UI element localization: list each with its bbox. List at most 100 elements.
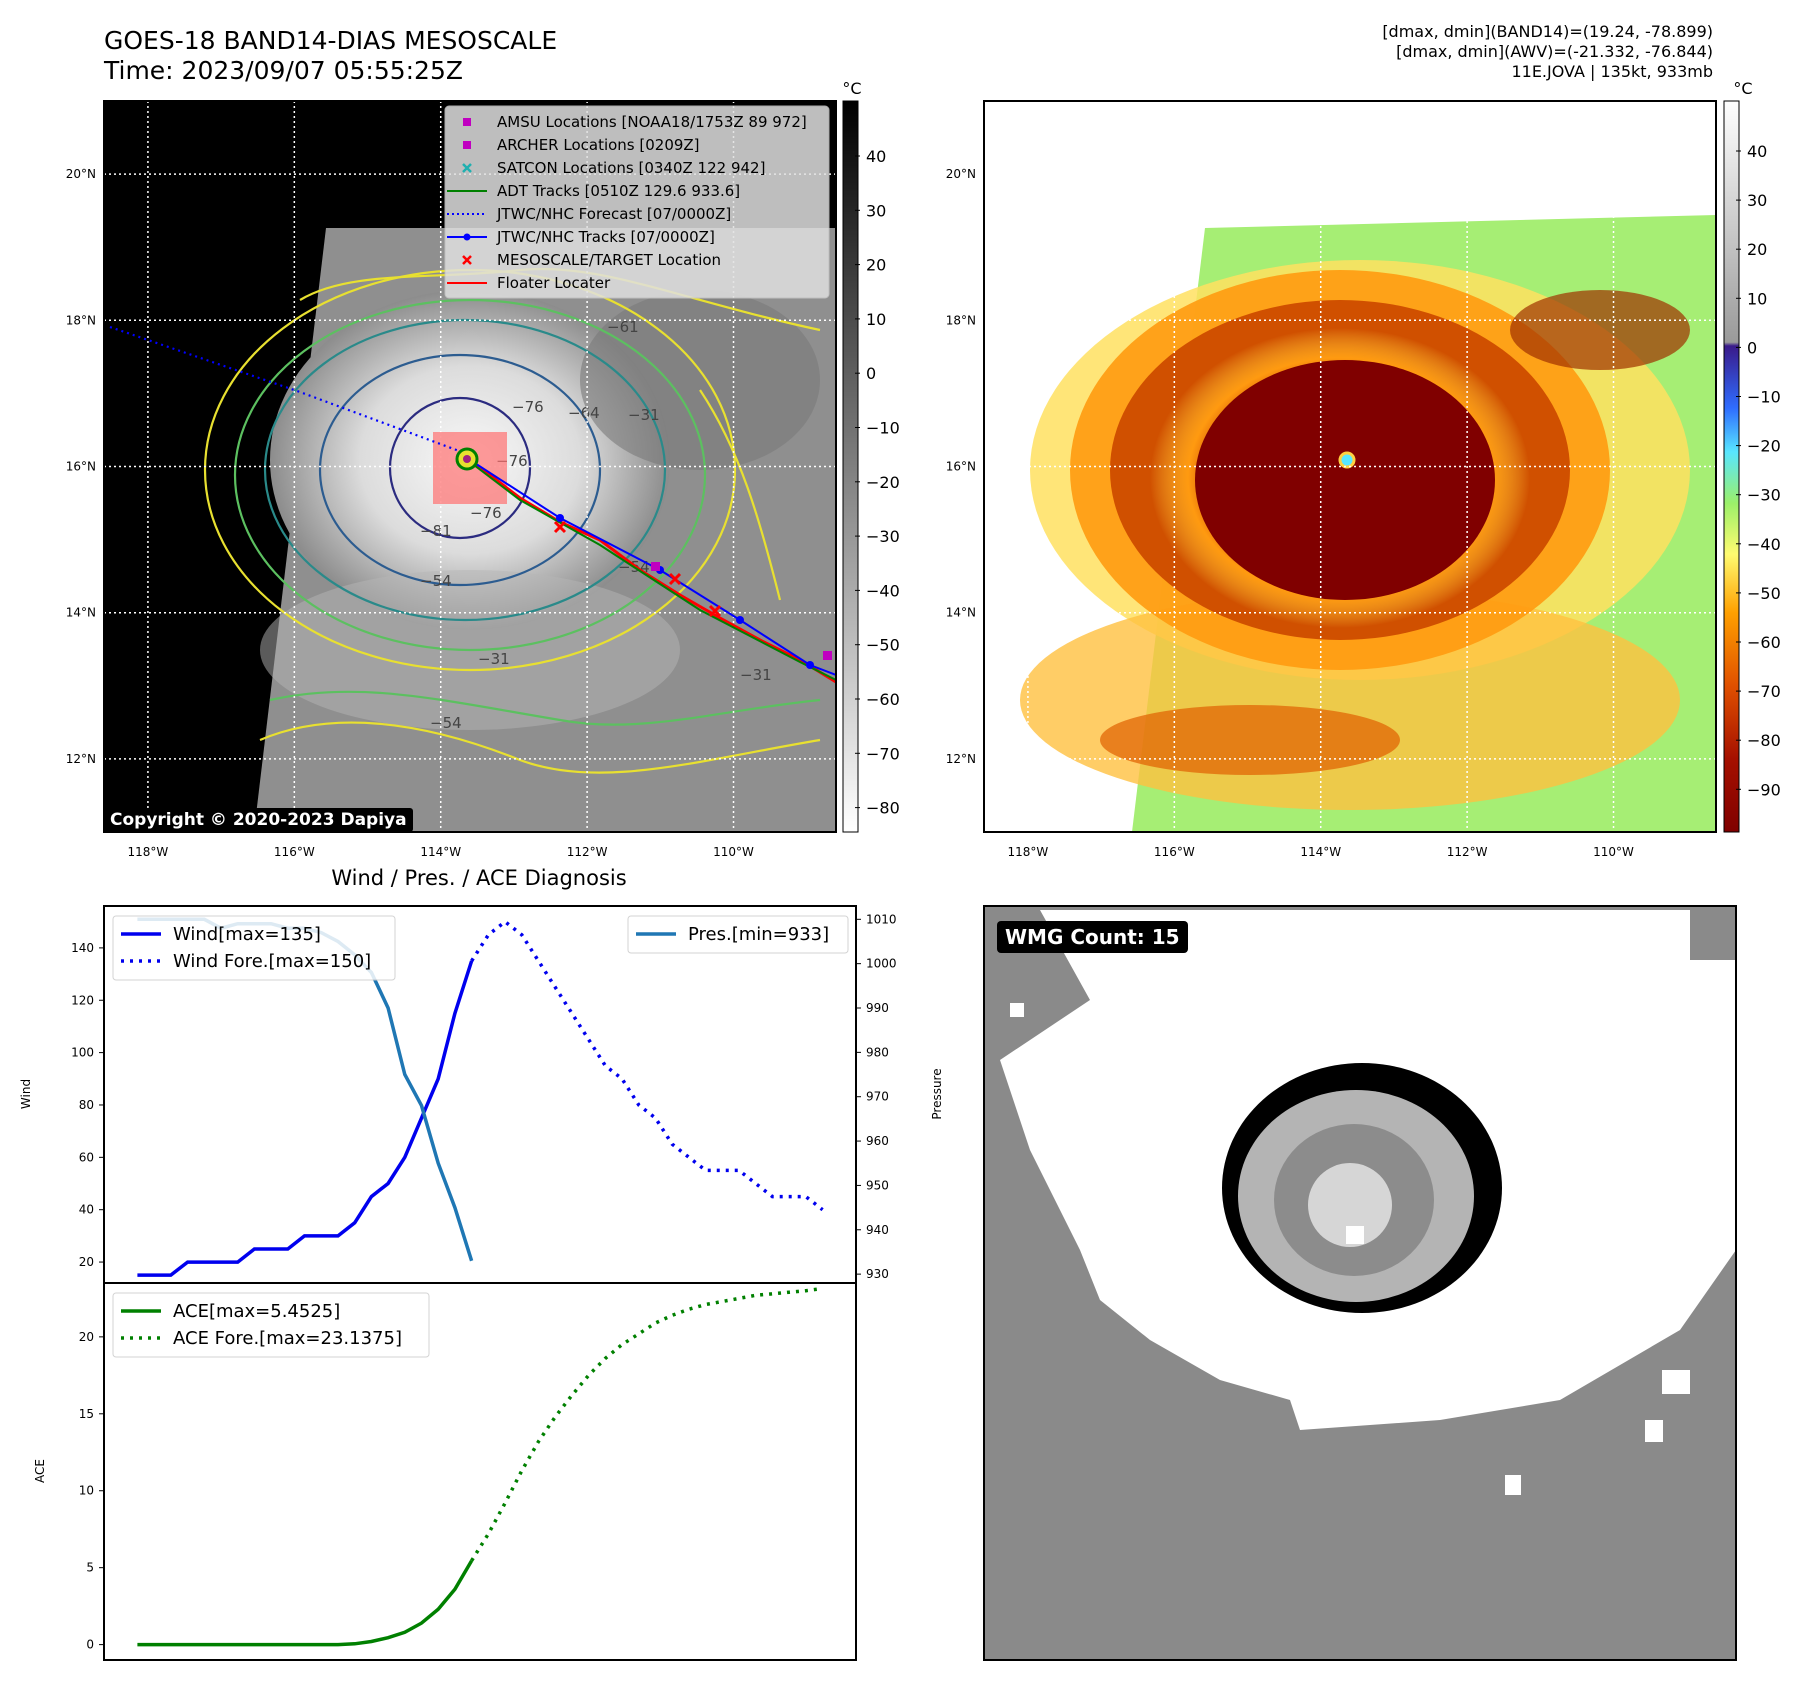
chart-legend-label: ACE[max=5.4525] <box>173 1301 340 1322</box>
colorbar-tick-label: −50 <box>1747 584 1781 603</box>
wmg-frame <box>983 905 1737 1661</box>
chart-legend-label: Pres.[min=933] <box>688 924 829 945</box>
wind-tick-label: 60 <box>79 1150 94 1164</box>
wind-pressure-chart: 20 40 60 80 100 120 140 930 940 950 960 970 980 990 10… <box>71 912 896 1281</box>
colorbar-tick-label: 20 <box>866 256 886 275</box>
colorbar-tick-label: −40 <box>866 581 900 600</box>
wmg-pixel <box>1662 1370 1690 1394</box>
contour-label: −31 <box>740 666 772 684</box>
contour-label: −81 <box>420 522 452 540</box>
target-marker <box>668 572 682 586</box>
amsu-location-marker <box>651 562 660 571</box>
legend-label: AMSU Locations [NOAA18/1753Z 89 972] <box>497 113 807 131</box>
lon-tick-label: 116°W <box>274 845 315 859</box>
wmg-core <box>1308 1163 1392 1247</box>
title-line-1: GOES-18 BAND14-DIAS MESOSCALE <box>104 26 558 55</box>
lat-tick-label: 16°N <box>946 460 976 474</box>
colorbar-tick-label: −60 <box>1747 633 1781 652</box>
colorbar-tick-label: 0 <box>1747 338 1757 357</box>
awv-colorbar-unit: °C <box>1733 79 1752 98</box>
awv-frame <box>983 100 1717 833</box>
legend-marker-dot <box>463 233 471 241</box>
legend-box <box>444 105 830 299</box>
wind-tick-label: 140 <box>71 941 94 955</box>
wmg-pixel <box>1010 1003 1024 1017</box>
legend-marker <box>463 118 471 126</box>
pressure-tick-label: 990 <box>866 1001 889 1015</box>
wind-tick-label: 120 <box>71 993 94 1007</box>
contour-yellow-east <box>699 389 782 601</box>
awv-cloud-cell <box>1510 290 1690 370</box>
info-line-3: 11E.JOVA | 135kt, 933mb <box>1511 62 1713 81</box>
legend-marker <box>463 141 471 149</box>
ir-cloud-band <box>580 290 820 470</box>
ace-tick-label: 5 <box>86 1561 94 1575</box>
colorbar-tick-label: −40 <box>1747 535 1781 554</box>
series-line <box>137 960 474 1277</box>
awv-eye <box>1338 451 1356 469</box>
legend-item: JTWC/NHC Tracks [07/0000Z] <box>447 228 715 246</box>
lon-tick-label: 112°W <box>567 845 608 859</box>
wmg-pixel <box>1505 1475 1521 1495</box>
contour-blue <box>318 353 602 587</box>
chart-legend-label: ACE Fore.[max=23.1375] <box>173 1328 402 1349</box>
target-marker <box>553 520 567 534</box>
legend-label: ARCHER Locations [0209Z] <box>497 136 700 154</box>
storm-center-dot <box>463 455 471 463</box>
legend-item: MESOSCALE/TARGET Location <box>462 251 721 269</box>
legend-items: AMSU Locations [NOAA18/1753Z 89 972] ARCH… <box>447 113 807 292</box>
legend-marker <box>462 255 472 265</box>
legend-label: Floater Locater <box>497 274 611 292</box>
colorbar-tick-label: −80 <box>866 799 900 818</box>
jtwc-forecast-track <box>109 325 471 457</box>
legend-label: JTWC/NHC Tracks [07/0000Z] <box>496 228 715 246</box>
colorbar-tick-label: −80 <box>1747 731 1781 750</box>
ir-frame <box>103 100 837 833</box>
wmg-panel <box>983 905 1737 1661</box>
wind-tick-label: 20 <box>79 1255 94 1269</box>
track-point <box>736 616 744 624</box>
archer-location-marker <box>823 651 832 660</box>
storm-info: [dmax, dmin](BAND14)=(19.24, -78.899) [d… <box>1382 22 1713 82</box>
map-tick-labels: 118°W 116°W 114°W 112°W 110°W 20°N 18°N 16°N 14°… <box>66 167 1634 859</box>
wmg-pixel <box>1645 1420 1663 1442</box>
pressure-tick-label: 950 <box>866 1178 889 1192</box>
legend-label: ADT Tracks [0510Z 129.6 933.6] <box>497 182 740 200</box>
info-line-1: [dmax, dmin](BAND14)=(19.24, -78.899) <box>1382 22 1713 41</box>
ir-legend: AMSU Locations [NOAA18/1753Z 89 972] ARCH… <box>444 105 830 299</box>
lon-tick-label: 118°W <box>1008 845 1049 859</box>
awv-colorbar-ticks: 40 30 20 10 0 −10 −20 −30 −40 −50 −60 −70 −80 −90 <box>1736 142 1781 799</box>
lat-tick-label: 20°N <box>66 167 96 181</box>
lat-tick-label: 14°N <box>946 606 976 620</box>
awv-colorbar <box>1723 100 1740 833</box>
lon-tick-label: 112°W <box>1447 845 1488 859</box>
info-line-2: [dmax, dmin](AWV)=(-21.332, -76.844) <box>1396 42 1713 61</box>
jtwc-track <box>469 459 836 676</box>
figure-title: GOES-18 BAND14-DIAS MESOSCALE Time: 2023… <box>104 26 557 86</box>
ace-tick-label: 10 <box>79 1484 94 1498</box>
wind-tick-label: 80 <box>79 1098 94 1112</box>
ace-tick-label: 0 <box>86 1638 94 1652</box>
lon-tick-label: 114°W <box>420 845 461 859</box>
ir-colorbar-unit: °C <box>842 79 861 98</box>
legend-item: Floater Locater <box>447 274 611 292</box>
ir-map-panel: −76 −64 −76 −81 −76 −61 −31 −31 −31 −54 … <box>103 79 900 833</box>
chart-legend-box <box>112 915 396 981</box>
wmg-count-badge: WMG Count: 15 <box>997 921 1188 953</box>
contour-label: −31 <box>628 406 660 424</box>
pressure-tick-label: 1010 <box>866 912 897 926</box>
colorbar-tick-label: −90 <box>1747 780 1781 799</box>
contour-label: −76 <box>512 398 544 416</box>
pressure-tick-label: 980 <box>866 1045 889 1059</box>
lon-tick-label: 110°W <box>1593 845 1634 859</box>
lon-tick-label: 114°W <box>1300 845 1341 859</box>
lon-tick-label: 118°W <box>128 845 169 859</box>
ace-chart: 0 5 10 15 20 ACE[max=5.4525] ACE Fore.[max=23.… <box>79 1286 823 1652</box>
legend-item: ARCHER Locations [0209Z] <box>463 136 700 154</box>
awv-core <box>1195 360 1495 600</box>
lat-tick-label: 12°N <box>946 752 976 766</box>
pressure-tick-label: 970 <box>866 1090 889 1104</box>
colorbar-tick-label: −70 <box>866 744 900 763</box>
track-point <box>806 661 814 669</box>
colorbar-tick-label: 10 <box>866 310 886 329</box>
